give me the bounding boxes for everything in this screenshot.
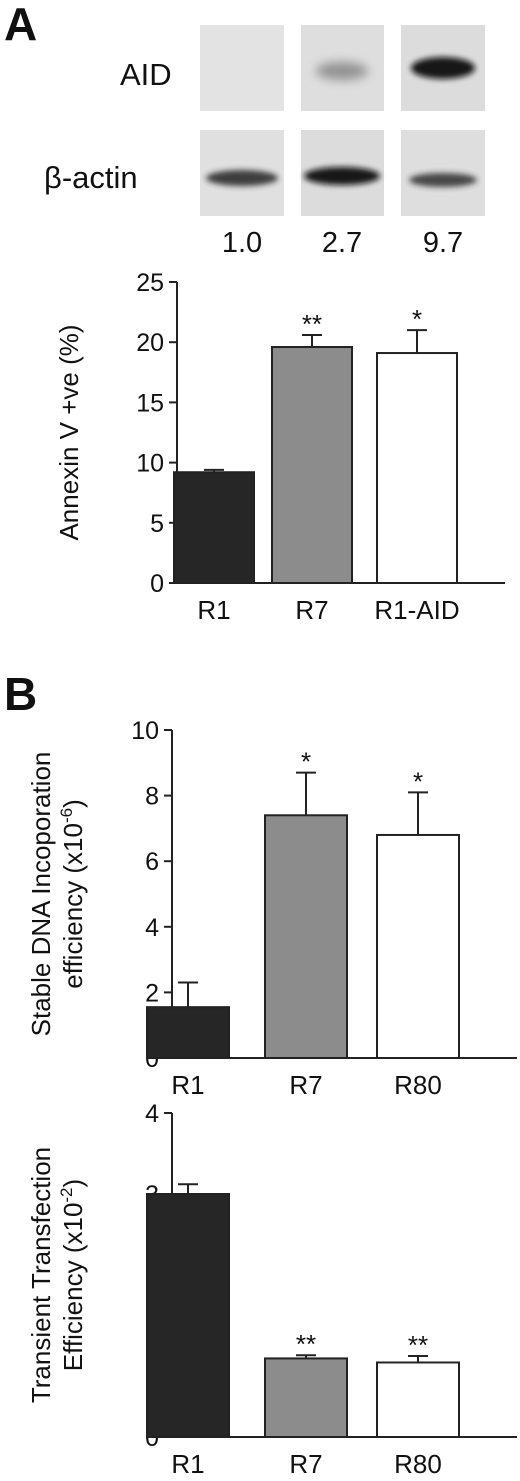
western-blot: AID β-actin 1.0 2.7 9.7: [44, 25, 485, 259]
category-label: R1-AID: [374, 595, 459, 625]
y-tick-label: 10: [136, 450, 164, 478]
blot-quant-3: 9.7: [423, 227, 463, 259]
category-label: R7: [289, 1449, 322, 1479]
y-axis-label-line-1: Transient Transfection: [26, 1147, 56, 1403]
y-tick-label: 6: [145, 848, 159, 876]
significance-marker: **: [408, 1330, 428, 1360]
bar-r1: [146, 1006, 230, 1059]
bar-r80: [376, 833, 460, 1060]
blot-quant-1: 1.0: [222, 227, 262, 259]
category-label: R7: [295, 595, 328, 625]
significance-marker: *: [412, 304, 422, 334]
bar-r7: [264, 814, 348, 1060]
significance-marker: **: [302, 309, 322, 339]
y-axis-label-line-2: Efficiency (x10-2): [57, 1179, 88, 1371]
blot-actin-band-2: [304, 167, 380, 185]
y-tick-label: 8: [145, 783, 159, 811]
blot-aid-band-2: [316, 62, 368, 80]
bar-r7: [271, 346, 353, 584]
category-label: R80: [394, 1070, 442, 1100]
category-label: R80: [394, 1449, 442, 1479]
blot-actin-band-3: [409, 173, 477, 187]
y-tick-label: 2: [145, 979, 159, 1007]
y-axis-label: Annexin V +ve (%): [54, 324, 84, 540]
bar-r80: [376, 1361, 460, 1438]
y-tick-label: 10: [131, 717, 159, 745]
bar-r1: [173, 471, 255, 584]
y-tick-label: 4: [145, 914, 159, 942]
bar-r1-aid: [376, 352, 458, 585]
y-tick-label: 4: [145, 1100, 159, 1128]
y-tick-label: 15: [136, 389, 164, 417]
y-tick-label: 5: [150, 510, 164, 538]
panel-letter-a: A: [4, 0, 37, 50]
blot-label-beta-actin: β-actin: [44, 160, 138, 195]
significance-marker: *: [413, 766, 423, 796]
y-axis-label-line-1: Stable DNA Incoporation: [26, 752, 56, 1037]
bar-r1: [146, 1193, 230, 1438]
y-tick-label: 0: [150, 570, 164, 598]
blot-aid-band-3: [411, 57, 475, 79]
significance-marker: **: [296, 1329, 316, 1359]
panel-letter-b: B: [4, 668, 37, 720]
y-axis-label-line-2: efficiency (x10-6): [57, 799, 88, 989]
blot-quant-2: 2.7: [322, 227, 362, 259]
blot-aid-lane-1: [200, 25, 284, 111]
category-label: R1: [197, 595, 230, 625]
category-label: R1: [171, 1449, 204, 1479]
significance-marker: *: [301, 747, 311, 777]
category-label: R7: [289, 1070, 322, 1100]
y-tick-label: 25: [136, 269, 164, 297]
blot-actin-band-1: [206, 170, 278, 186]
bar-r7: [264, 1357, 348, 1439]
category-label: R1: [171, 1070, 204, 1100]
blot-label-aid: AID: [120, 57, 172, 92]
annexin-bar-chart: 0 5 10 15 20 25 R1 ** R7 * R1-AID Annexin V +ve (%): [54, 269, 505, 625]
y-tick-label: 20: [136, 329, 164, 357]
